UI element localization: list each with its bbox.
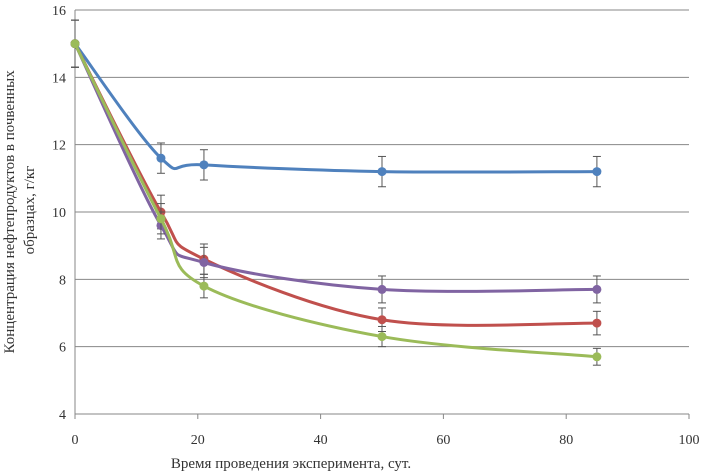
data-point: [377, 284, 387, 294]
data-point: [592, 284, 602, 294]
data-point: [199, 281, 209, 291]
data-point: [156, 153, 166, 163]
y-axis-title: Концентрация нефтепродуктов в почвенных …: [2, 67, 38, 354]
data-point: [377, 167, 387, 177]
x-tick-label: 40: [314, 433, 328, 448]
x-tick-label: 100: [679, 433, 700, 448]
x-axis-title: Время проведения эксперимента, сут.: [171, 456, 411, 472]
y-tick-label: 10: [52, 206, 66, 221]
data-point: [592, 167, 602, 177]
x-tick-label: 0: [72, 433, 79, 448]
y-tick-label: 4: [59, 408, 66, 423]
data-point: [592, 318, 602, 328]
data-point: [199, 258, 209, 267]
y-tick-label: 16: [52, 4, 66, 19]
data-point: [199, 160, 209, 170]
y-tick-label: 14: [52, 71, 66, 86]
tick-labels: 4 6 8 10 12 14 16 0 20 40 60 80 100: [52, 4, 700, 448]
series-red-line: [73, 42, 599, 327]
y-tick-label: 8: [59, 273, 66, 288]
series-red: [70, 19, 602, 336]
series-purple: [70, 19, 602, 304]
y-axis-title-line-1: Концентрация нефтепродуктов в почвенных: [2, 70, 18, 354]
data-point: [377, 315, 387, 325]
data-point: [592, 352, 602, 362]
series-green-line: [73, 42, 599, 359]
axes: [74, 10, 690, 419]
y-tick-label: 12: [52, 139, 66, 154]
data-point: [70, 39, 80, 49]
x-tick-label: 60: [436, 433, 450, 448]
series-group: [70, 19, 602, 366]
series-blue-line: [73, 42, 599, 174]
series-green: [70, 19, 602, 366]
y-tick-label: 6: [59, 341, 66, 356]
x-tick-label: 20: [191, 433, 205, 448]
series-purple-line: [73, 42, 599, 293]
y-axis-title-line-2: образцах, г/кг: [22, 166, 38, 255]
data-point: [156, 214, 166, 224]
data-point: [377, 332, 387, 342]
x-tick-label: 80: [559, 433, 573, 448]
series-blue: [70, 19, 602, 188]
